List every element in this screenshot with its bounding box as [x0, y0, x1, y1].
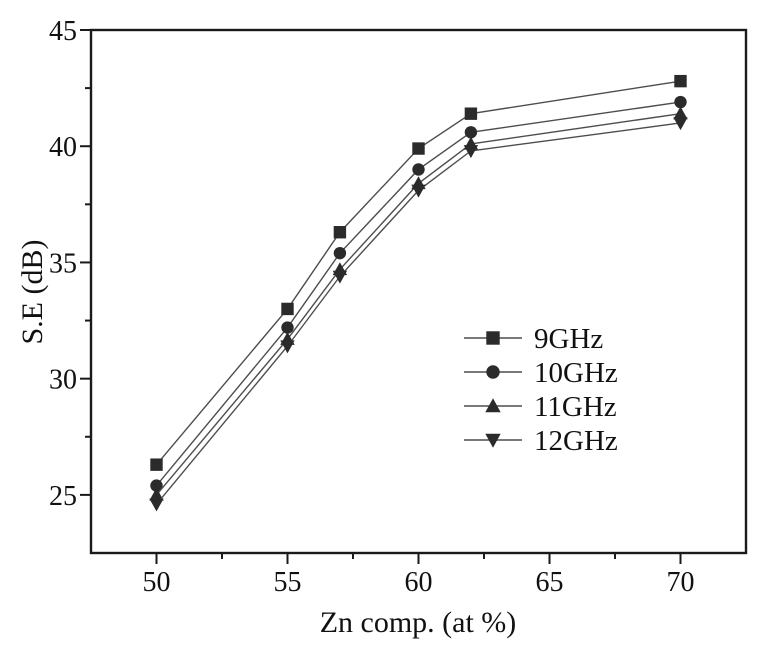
legend-label: 9GHz: [534, 323, 603, 355]
square-marker: [333, 226, 347, 239]
series-12ghz: [149, 117, 688, 512]
legend-item-12ghz: 12GHz: [464, 425, 618, 457]
x-tick-label: 55: [274, 567, 302, 598]
x-tick-label: 50: [143, 567, 171, 598]
triangle-up-marker: [485, 398, 501, 413]
square-marker: [150, 458, 163, 471]
y-tick-label: 35: [49, 248, 77, 279]
series-line: [155, 112, 681, 496]
y-tick-label: 30: [49, 365, 77, 396]
triangle-down-marker: [463, 145, 479, 159]
plot-frame: [89, 28, 748, 555]
series-line: [155, 122, 681, 505]
circle-marker: [486, 365, 500, 379]
x-tick-label: 70: [667, 567, 695, 598]
series-line: [155, 80, 681, 466]
circle-marker: [674, 95, 687, 109]
series-10ghz: [150, 95, 687, 492]
square-marker: [281, 302, 294, 316]
y-tick-label: 25: [49, 481, 77, 512]
series-line: [155, 101, 681, 487]
x-tick-label: 60: [405, 567, 433, 598]
circle-marker: [281, 321, 294, 334]
legend-label: 12GHz: [534, 425, 618, 457]
square-marker: [464, 107, 478, 120]
series-9ghz: [150, 74, 687, 471]
circle-marker: [333, 246, 347, 260]
legend-label: 11GHz: [534, 391, 617, 423]
x-tick-label: 65: [536, 567, 564, 598]
legend-label: 10GHz: [534, 357, 618, 389]
circle-marker: [150, 479, 163, 492]
square-marker: [486, 331, 500, 345]
circle-marker: [464, 126, 478, 139]
legend-item-11ghz: 11GHz: [464, 391, 617, 423]
triangle-down-marker: [149, 498, 164, 512]
triangle-down-marker: [673, 117, 688, 131]
legend-item-9ghz: 9GHz: [464, 323, 603, 355]
triangle-down-marker: [485, 433, 501, 448]
circle-marker: [412, 163, 425, 176]
square-marker: [412, 142, 425, 155]
y-tick-label: 40: [49, 132, 77, 163]
square-marker: [674, 74, 687, 88]
triangle-down-marker: [280, 340, 295, 354]
y-axis-label: S.E (dB): [16, 240, 49, 345]
y-tick-label: 45: [49, 16, 77, 47]
triangle-up-marker: [149, 487, 164, 501]
x-axis-label: Zn comp. (at %): [320, 606, 517, 639]
triangle-up-marker: [673, 106, 688, 120]
legend-item-10ghz: 10GHz: [464, 357, 618, 389]
triangle-down-marker: [411, 184, 426, 198]
triangle-down-marker: [332, 270, 348, 284]
